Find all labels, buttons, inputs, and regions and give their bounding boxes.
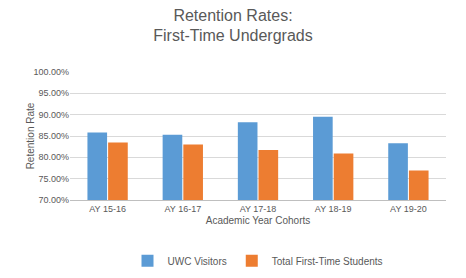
svg-text:Retention Rates:First-Time Und: Retention Rates:First-Time Undergrads — [153, 7, 312, 45]
svg-text:Academic Year Cohorts: Academic Year Cohorts — [206, 215, 311, 226]
svg-text:AY 18-19: AY 18-19 — [315, 204, 352, 214]
svg-text:80.00%: 80.00% — [38, 152, 69, 162]
svg-text:AY 16-17: AY 16-17 — [164, 204, 201, 214]
svg-text:Retention Rate: Retention Rate — [25, 102, 36, 169]
svg-text:75.00%: 75.00% — [38, 174, 69, 184]
svg-text:AY 19-20: AY 19-20 — [390, 204, 427, 214]
svg-text:95.00%: 95.00% — [38, 88, 69, 98]
svg-text:UWC Visitors: UWC Visitors — [168, 256, 227, 267]
svg-text:90.00%: 90.00% — [38, 110, 69, 120]
svg-text:100.00%: 100.00% — [33, 67, 69, 77]
svg-text:85.00%: 85.00% — [38, 131, 69, 141]
svg-text:AY 15-16: AY 15-16 — [89, 204, 126, 214]
svg-text:Total First-Time Students: Total First-Time Students — [272, 256, 383, 267]
svg-text:AY 17-18: AY 17-18 — [240, 204, 277, 214]
svg-text:70.00%: 70.00% — [38, 195, 69, 205]
